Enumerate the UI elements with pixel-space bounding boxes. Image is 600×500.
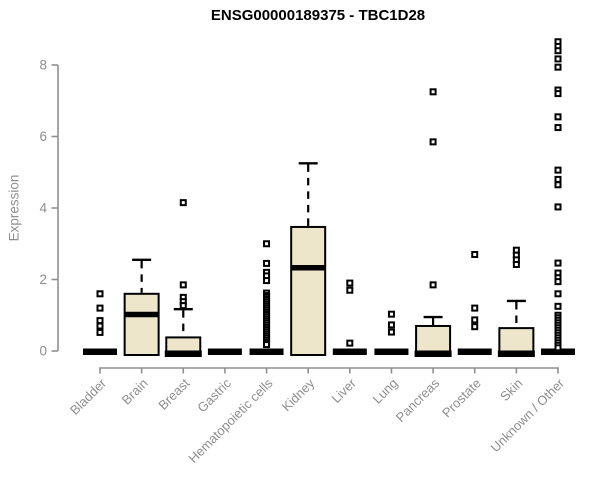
outlier-point	[263, 277, 271, 285]
outlier-point	[554, 63, 562, 71]
outlier-point	[554, 278, 562, 286]
x-tick-label: Kidney	[279, 375, 318, 414]
median-2	[164, 350, 202, 357]
outlier-point	[346, 279, 354, 287]
outlier-point	[263, 259, 271, 267]
outlier-point	[96, 317, 104, 325]
x-tick-label: Gastric	[194, 375, 234, 415]
collapsed-box-11	[541, 348, 575, 355]
outlier-point	[429, 138, 437, 146]
outlier-point	[554, 344, 562, 352]
box-1	[123, 292, 160, 356]
outlier-point	[471, 316, 479, 324]
outlier-point	[554, 290, 562, 298]
outlier-point	[263, 240, 271, 248]
outlier-point	[554, 55, 562, 63]
x-tick-label: Prostate	[439, 376, 484, 421]
collapsed-box-9	[457, 348, 492, 355]
median-8	[414, 350, 452, 357]
x-tick-label: Pancreas	[393, 375, 443, 425]
outlier-point	[554, 166, 562, 174]
outlier-point	[429, 281, 437, 289]
outlier-point	[471, 323, 479, 331]
outlier-point	[346, 286, 354, 294]
x-tick-label: Liver	[328, 375, 359, 406]
outlier-point	[96, 290, 104, 298]
outlier-point	[554, 113, 562, 121]
y-tick-label: 0	[39, 344, 47, 359]
x-tick-label: Unknown / Other	[488, 375, 568, 455]
collapsed-box-4	[249, 348, 284, 355]
outlier-point	[429, 88, 437, 96]
collapsed-box-3	[207, 348, 242, 355]
outlier-point	[346, 339, 354, 347]
outlier-point	[554, 259, 562, 267]
outlier-point	[554, 175, 562, 183]
outlier-point	[387, 328, 395, 336]
outlier-point	[387, 310, 395, 318]
outlier-point	[554, 302, 562, 310]
outlier-point	[387, 321, 395, 329]
outlier-point	[179, 199, 187, 207]
outlier-point	[96, 304, 104, 312]
outlier-point	[179, 281, 187, 289]
y-tick-label: 2	[39, 272, 47, 287]
outlier-point	[554, 124, 562, 132]
x-tick-label: Bladder	[67, 375, 110, 418]
x-tick-label: Lung	[370, 376, 401, 407]
x-tick-label: Breast	[155, 375, 192, 412]
outlier-point	[554, 181, 562, 189]
x-tick-label: Brain	[119, 376, 151, 408]
x-tick-label: Skin	[497, 376, 525, 404]
outlier-point	[96, 328, 104, 336]
y-tick-label: 4	[39, 201, 47, 216]
y-tick-label: 8	[39, 58, 47, 73]
outlier-point	[96, 322, 104, 330]
outlier-point	[179, 302, 187, 310]
outlier-point	[471, 250, 479, 258]
y-tick-label: 6	[39, 129, 47, 144]
median-10	[497, 350, 535, 357]
outlier-point	[471, 304, 479, 312]
collapsed-box-6	[332, 348, 367, 355]
chart-title: ENSG00000189375 - TBC1D28	[210, 7, 426, 24]
outlier-point	[263, 341, 271, 349]
outlier-point	[512, 260, 520, 268]
collapsed-box-0	[83, 348, 117, 355]
outlier-point	[554, 90, 562, 98]
box-5	[290, 225, 327, 356]
outlier-point	[554, 203, 562, 211]
collapsed-box-7	[374, 348, 409, 355]
outlier-point	[554, 47, 562, 55]
